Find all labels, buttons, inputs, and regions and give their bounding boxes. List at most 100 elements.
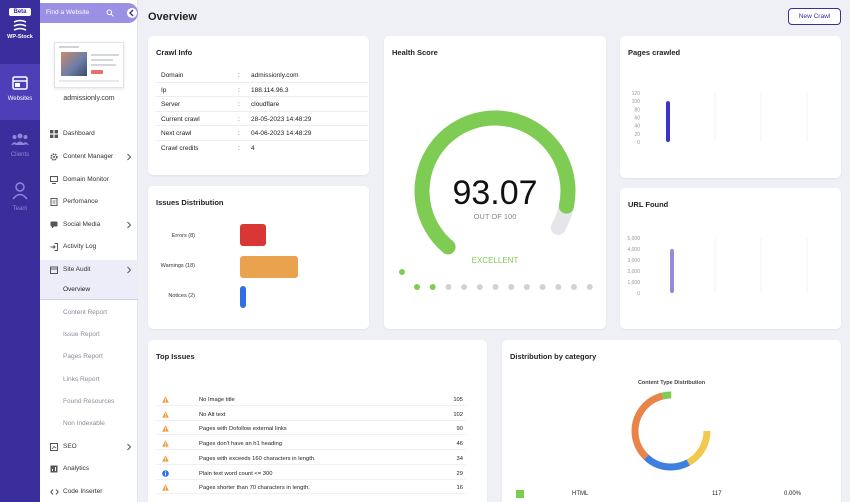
- team-icon: [12, 182, 28, 200]
- site-name[interactable]: admissionly.com: [63, 95, 115, 102]
- sub-nav-label: Issue Report: [63, 331, 100, 338]
- axis-tick-label: 4,000: [627, 247, 640, 253]
- data-bar[interactable]: [670, 249, 674, 293]
- website-search[interactable]: Find a Website: [40, 3, 138, 23]
- sub-nav-non-indexable[interactable]: Non Indexable: [40, 414, 138, 434]
- sub-nav-pages-report[interactable]: Pages Report: [40, 347, 138, 367]
- gauge-dot: [555, 284, 562, 290]
- info-key: Domain: [161, 72, 184, 79]
- issue-label-notices: Notices (2): [168, 293, 195, 299]
- nav-label: Dashboard: [63, 130, 95, 137]
- crawl-info-row: Crawl credits: 4: [156, 141, 368, 156]
- top-issue-count: 34: [456, 455, 463, 462]
- sub-nav-overview[interactable]: Overview: [40, 280, 138, 300]
- axis-tick-label: 80: [634, 107, 640, 113]
- top-issue-row[interactable]: Pages don't have an h1 heading 46: [156, 437, 466, 451]
- donut-segment[interactable]: [631, 391, 711, 471]
- page-title: Overview: [148, 11, 197, 23]
- top-issue-row[interactable]: Plain text word count <= 300 29: [156, 467, 466, 480]
- nav-site-audit[interactable]: Site Audit: [40, 260, 138, 280]
- chat-icon: [50, 221, 58, 229]
- nav-dashboard[interactable]: Dashboard: [40, 124, 138, 144]
- new-crawl-button[interactable]: New Crawl: [788, 8, 841, 25]
- rail-item-label: Websites: [7, 96, 33, 102]
- top-issue-label: No Image title: [199, 397, 235, 403]
- donut-segment[interactable]: [631, 391, 711, 471]
- top-issue-label: No Alt text: [199, 411, 226, 418]
- nav-activity-log[interactable]: Activity Log: [40, 237, 138, 257]
- info-value: admissionly.com: [251, 72, 299, 79]
- axis-tick-label: 2,000: [627, 269, 640, 275]
- nav-seo[interactable]: SEO: [40, 437, 138, 457]
- rail-item-clients[interactable]: Clients: [0, 120, 40, 176]
- warning-icon: [162, 396, 169, 403]
- donut-segment[interactable]: [631, 391, 711, 471]
- top-issue-label: Pages with Dofollow external links: [199, 426, 287, 433]
- search-input[interactable]: Find a Website: [46, 9, 90, 16]
- website-thumbnail[interactable]: [54, 42, 124, 88]
- gauge-dot: [429, 284, 436, 290]
- warning-icon: [162, 440, 169, 447]
- top-issue-row[interactable]: Pages with Dofollow external links 90: [156, 422, 466, 436]
- top-issue-row[interactable]: Pages shorter than 70 characters in leng…: [156, 481, 466, 495]
- info-separator: :: [238, 86, 240, 94]
- axis-tick-label: 0: [637, 140, 640, 146]
- nav-label: Analytics: [63, 465, 90, 472]
- seo-icon: [50, 443, 58, 451]
- clients-icon: [11, 133, 29, 145]
- gauge-dots: [399, 269, 593, 290]
- issue-bar-notices[interactable]: [240, 286, 247, 308]
- top-issue-row[interactable]: No Alt text 102: [156, 408, 466, 421]
- gauge-dot: [539, 284, 546, 290]
- gauge-dot: [571, 284, 577, 290]
- warning-icon: [162, 455, 169, 462]
- pages-crawled-card: Pages crawled 120 100 80 60 40 20 0: [620, 36, 841, 178]
- axis-tick-label: 5,000: [627, 236, 640, 242]
- sub-nav-label: Non Indexable: [63, 420, 105, 427]
- issue-bar-errors[interactable]: [240, 224, 266, 246]
- nav-analytics[interactable]: Analytics: [40, 459, 138, 479]
- nav-domain-monitor[interactable]: Domain Monitor: [40, 170, 138, 190]
- crawl-info-table: Domain: admissionly.com Ip: 188.114.96.3 S…: [156, 68, 368, 155]
- sub-nav-content-report[interactable]: Content Report: [40, 303, 138, 323]
- search-icon[interactable]: [106, 9, 114, 17]
- card-title: Distribution by category: [510, 352, 597, 361]
- sub-nav-issue-report[interactable]: Issue Report: [40, 325, 138, 345]
- rail-item-team[interactable]: Team: [0, 170, 40, 226]
- collapse-sidebar-button[interactable]: [126, 7, 138, 19]
- gauge-dot: [476, 284, 483, 290]
- top-issue-row[interactable]: No Image title 105: [156, 393, 466, 406]
- wp-stock-logo-icon: [13, 19, 27, 31]
- brand[interactable]: Beta WP-Stock: [0, 0, 40, 58]
- gauge-dot: [461, 284, 468, 290]
- nav-content-manager[interactable]: Content Manager: [40, 147, 138, 167]
- axis-tick-label: 100: [632, 99, 641, 105]
- nav-social-media[interactable]: Social Media: [40, 215, 138, 235]
- rail-item-websites[interactable]: Websites: [0, 64, 40, 120]
- warning-icon: [162, 484, 169, 491]
- card-title: Crawl Info: [156, 48, 193, 57]
- top-issue-count: 46: [456, 441, 463, 448]
- data-bar[interactable]: [666, 101, 670, 142]
- info-separator: :: [238, 72, 240, 79]
- sub-nav-links-report[interactable]: Links Report: [40, 370, 138, 390]
- nav-performance[interactable]: Perfomance: [40, 192, 138, 212]
- info-key: Crawl credits: [161, 144, 199, 152]
- gauge-dot: [414, 284, 420, 290]
- code-icon: [50, 489, 59, 495]
- info-value: 4: [251, 144, 255, 152]
- donut-segment[interactable]: [631, 391, 711, 471]
- top-issue-row[interactable]: Pages with exceeds 160 characters in len…: [156, 452, 466, 465]
- crawl-info-row: Next crawl: 04-06-2023 14:48:29: [156, 126, 368, 141]
- nav-label: Social Media: [63, 221, 101, 228]
- top-issues-card: Top Issues: [148, 340, 487, 502]
- sub-nav-found-resources[interactable]: Found Resources: [40, 392, 138, 412]
- nav-code-inserter[interactable]: Code Inserter: [40, 482, 138, 502]
- url-found-chart: 5,000 4,000 3,000 2,000 1,000 0: [627, 236, 808, 297]
- info-value: 28-05-2023 14:48:29: [251, 115, 312, 123]
- chevron-right-icon: [127, 221, 132, 229]
- issue-bar-warnings[interactable]: [240, 256, 298, 278]
- sub-nav-label: Links Report: [63, 376, 100, 383]
- info-key: Current crawl: [161, 115, 200, 123]
- health-score-card: Health Score 93.07 OUT OF 100 EXCELLENT: [384, 36, 606, 329]
